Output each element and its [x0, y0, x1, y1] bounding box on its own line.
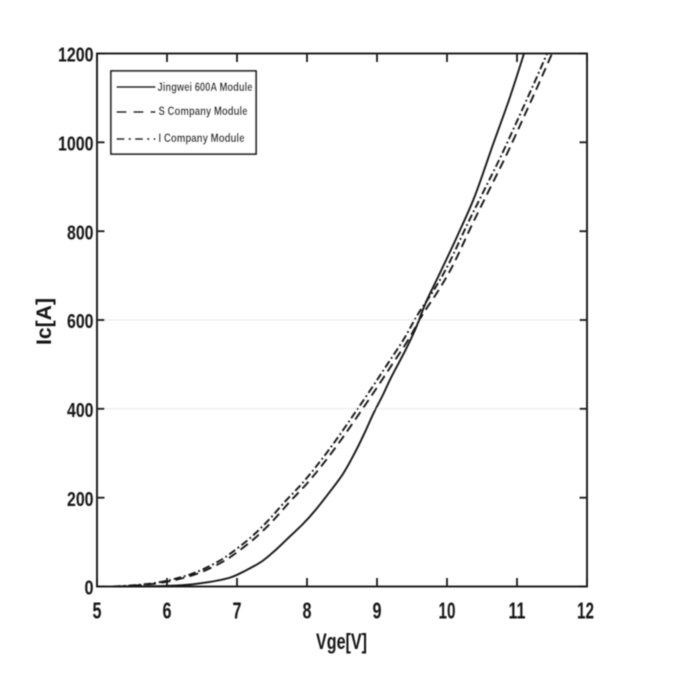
- svg-text:Jingwei 600A Module: Jingwei 600A Module: [158, 80, 253, 94]
- svg-text:Ic[A]: Ic[A]: [33, 298, 56, 345]
- svg-text:12: 12: [577, 598, 594, 624]
- svg-text:Vge[V]: Vge[V]: [316, 629, 367, 654]
- svg-text:400: 400: [67, 400, 94, 422]
- svg-text:0: 0: [85, 578, 94, 600]
- svg-text:800: 800: [67, 222, 94, 244]
- svg-text:9: 9: [373, 598, 382, 624]
- svg-text:11: 11: [509, 598, 526, 624]
- svg-text:5: 5: [93, 598, 102, 624]
- svg-text:1200: 1200: [58, 45, 94, 67]
- svg-text:7: 7: [233, 598, 242, 624]
- svg-text:6: 6: [163, 598, 172, 624]
- svg-text:600: 600: [67, 311, 94, 333]
- svg-text:8: 8: [303, 598, 312, 624]
- svg-text:1000: 1000: [58, 134, 94, 156]
- svg-text:200: 200: [67, 489, 94, 511]
- svg-text:I Company Module: I Company Module: [159, 131, 245, 145]
- svg-text:10: 10: [439, 598, 456, 624]
- svg-text:S Company Module: S Company Module: [159, 104, 248, 118]
